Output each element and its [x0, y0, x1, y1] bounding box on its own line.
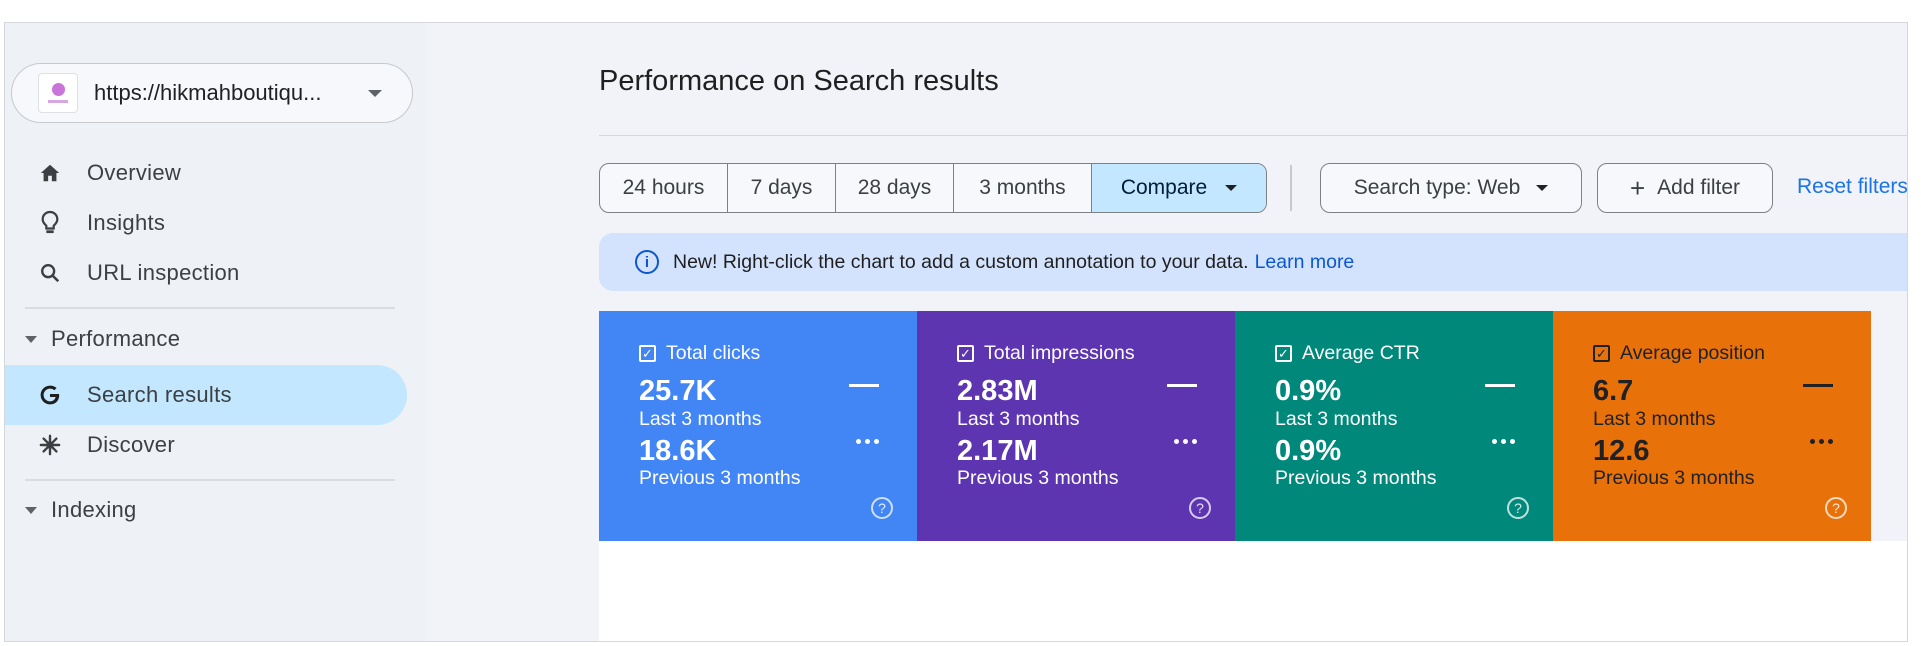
app-window: https://hikmahboutiqu... Overview Insigh…	[4, 22, 1908, 642]
period-current-label: Last 3 months	[639, 408, 762, 430]
sidebar-item-discover[interactable]: Discover	[5, 415, 407, 475]
metric-name: Average position	[1620, 342, 1765, 364]
google-g-icon	[35, 380, 65, 410]
main-content: Performance on Search results 24 hours 7…	[425, 23, 1907, 641]
sidebar-divider	[25, 479, 395, 481]
metric-name: Total clicks	[666, 342, 761, 364]
metric-name: Average CTR	[1302, 342, 1420, 364]
metric-previous-value: 18.6K	[639, 435, 717, 467]
page-title: Performance on Search results	[599, 65, 999, 97]
help-icon[interactable]: ?	[871, 497, 893, 519]
checkbox-checked-icon[interactable]: ✓	[957, 345, 974, 362]
metric-current-value: 0.9%	[1275, 375, 1342, 407]
checkbox-checked-icon[interactable]: ✓	[1593, 345, 1610, 362]
dotted-line-legend-icon	[856, 439, 879, 444]
metric-current-value: 25.7K	[639, 375, 717, 407]
info-icon: i	[635, 250, 659, 274]
home-icon	[35, 158, 65, 188]
metric-previous-value: 12.6	[1593, 435, 1650, 467]
sidebar-item-insights[interactable]: Insights	[5, 193, 407, 253]
period-current-label: Last 3 months	[1275, 408, 1398, 430]
date-range-7-days[interactable]: 7 days	[728, 164, 836, 212]
header-divider	[599, 135, 1907, 136]
dotted-line-legend-icon	[1174, 439, 1197, 444]
metric-cards: ✓ Total clicks 25.7K Last 3 months 18.6K…	[599, 311, 1871, 541]
period-previous-label: Previous 3 months	[1275, 467, 1437, 489]
date-range-28-days[interactable]: 28 days	[836, 164, 954, 212]
banner-message: New! Right-click the chart to add a cust…	[673, 250, 1249, 273]
help-icon[interactable]: ?	[1189, 497, 1211, 519]
checkbox-checked-icon[interactable]: ✓	[639, 345, 656, 362]
search-type-button[interactable]: Search type: Web	[1320, 163, 1582, 213]
solid-line-legend-icon	[1803, 384, 1833, 387]
compare-label: Compare	[1120, 176, 1208, 199]
add-filter-label: Add filter	[1657, 176, 1741, 199]
chart-area	[599, 541, 1907, 641]
metric-card-total-impressions[interactable]: ✓ Total impressions 2.83M Last 3 months …	[917, 311, 1235, 541]
asterisk-icon	[35, 430, 65, 460]
sidebar: https://hikmahboutiqu... Overview Insigh…	[5, 23, 425, 641]
performance-section-toggle[interactable]: Performance	[25, 319, 180, 359]
plus-icon: +	[1629, 173, 1646, 203]
solid-line-legend-icon	[1167, 384, 1197, 387]
property-logo-icon	[38, 73, 78, 113]
metric-previous-value: 0.9%	[1275, 435, 1342, 467]
metric-previous-value: 2.17M	[957, 435, 1038, 467]
period-current-label: Last 3 months	[957, 408, 1080, 430]
metric-current-value: 6.7	[1593, 375, 1634, 407]
sidebar-item-label: Search results	[87, 382, 232, 407]
solid-line-legend-icon	[1485, 384, 1515, 387]
compare-button[interactable]: Compare	[1092, 164, 1266, 212]
annotation-banner: i New! Right-click the chart to add a cu…	[599, 233, 1907, 291]
sidebar-divider	[25, 307, 395, 309]
period-previous-label: Previous 3 months	[1593, 467, 1755, 489]
chevron-down-icon	[1225, 185, 1238, 191]
learn-more-link[interactable]: Learn more	[1254, 250, 1355, 273]
property-selector[interactable]: https://hikmahboutiqu...	[11, 63, 413, 123]
lightbulb-icon	[35, 208, 65, 238]
date-range-24-hours[interactable]: 24 hours	[600, 164, 728, 212]
metric-current-value: 2.83M	[957, 375, 1038, 407]
sidebar-item-url-inspection[interactable]: URL inspection	[5, 243, 407, 303]
period-previous-label: Previous 3 months	[639, 467, 801, 489]
caret-down-icon	[25, 335, 37, 343]
period-current-label: Last 3 months	[1593, 408, 1716, 430]
metric-card-average-ctr[interactable]: ✓ Average CTR 0.9% Last 3 months 0.9% Pr…	[1235, 311, 1553, 541]
sidebar-item-search-results[interactable]: Search results	[5, 365, 407, 425]
property-url: https://hikmahboutiqu...	[94, 80, 322, 105]
metric-card-total-clicks[interactable]: ✓ Total clicks 25.7K Last 3 months 18.6K…	[599, 311, 917, 541]
search-icon	[35, 258, 65, 288]
metric-card-average-position[interactable]: ✓ Average position 6.7 Last 3 months 12.…	[1553, 311, 1871, 541]
sidebar-item-label: Insights	[87, 210, 166, 235]
date-range-selector: 24 hours 7 days 28 days 3 months Compare	[599, 163, 1267, 213]
caret-down-icon	[25, 506, 37, 514]
sidebar-item-overview[interactable]: Overview	[5, 143, 407, 203]
sidebar-item-label: Discover	[87, 432, 175, 457]
metric-name: Total impressions	[984, 342, 1135, 364]
section-label: Indexing	[51, 497, 137, 522]
date-range-3-months[interactable]: 3 months	[954, 164, 1092, 212]
checkbox-checked-icon[interactable]: ✓	[1275, 345, 1292, 362]
chevron-down-icon	[368, 90, 382, 97]
help-icon[interactable]: ?	[1825, 497, 1847, 519]
period-previous-label: Previous 3 months	[957, 467, 1119, 489]
dotted-line-legend-icon	[1492, 439, 1515, 444]
section-label: Performance	[51, 326, 181, 351]
reset-filters-link[interactable]: Reset filters	[1797, 175, 1907, 198]
search-type-label: Search type: Web	[1353, 176, 1521, 199]
sidebar-item-label: URL inspection	[87, 260, 240, 285]
indexing-section-toggle[interactable]: Indexing	[25, 490, 137, 530]
solid-line-legend-icon	[849, 384, 879, 387]
chevron-down-icon	[1536, 185, 1549, 191]
add-filter-button[interactable]: + Add filter	[1597, 163, 1773, 213]
dotted-line-legend-icon	[1810, 439, 1833, 444]
help-icon[interactable]: ?	[1507, 497, 1529, 519]
toolbar-separator	[1290, 165, 1292, 211]
sidebar-item-label: Overview	[87, 160, 182, 185]
